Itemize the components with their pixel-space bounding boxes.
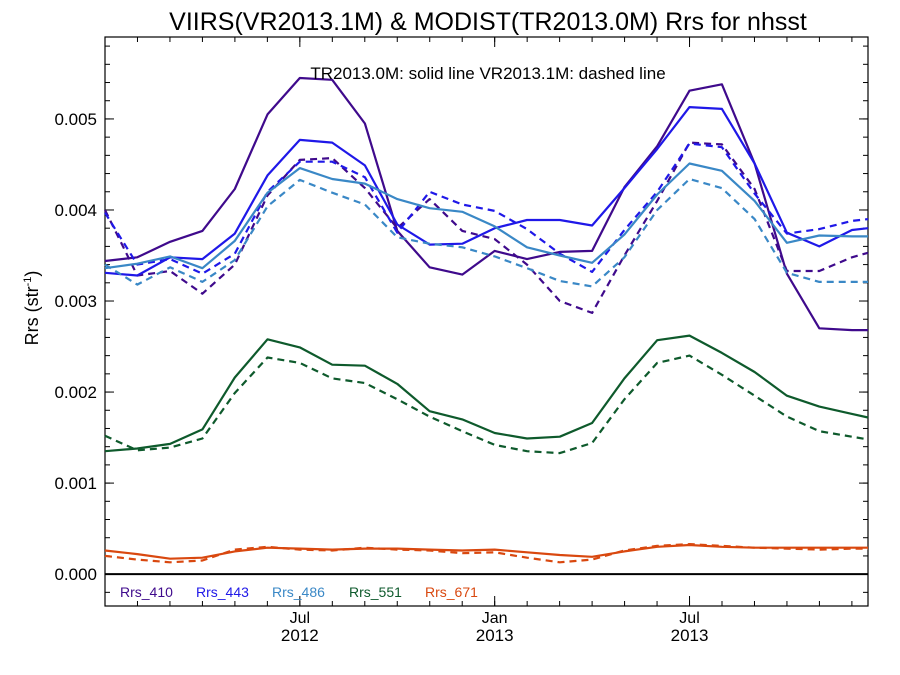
x-tick-month: Jan xyxy=(482,610,508,627)
plot-border xyxy=(104,36,869,607)
series-line-rrs-551-solid xyxy=(104,334,869,453)
x-tick-year: 2012 xyxy=(281,626,319,645)
legend-label-rrs-443: Rrs_443 xyxy=(196,584,249,600)
legend-label-rrs-671: Rrs_671 xyxy=(425,584,478,600)
y-axis-label-superscript: -1 xyxy=(22,277,34,287)
y-tick-label: 0.003 xyxy=(54,292,97,311)
chart-title: VIIRS(VR2013.1M) & MODIST(TR2013.0M) Rrs… xyxy=(169,8,807,36)
series-line-rrs-671-dashed xyxy=(104,542,868,564)
y-tick-label: 0.005 xyxy=(54,110,97,129)
legend-label-rrs-410: Rrs_410 xyxy=(120,584,173,600)
y-tick-label: 0.004 xyxy=(54,201,97,220)
series-line-rrs-551-dashed xyxy=(104,354,869,455)
y-axis-label-close: ) xyxy=(22,271,42,277)
y-tick-label: 0.002 xyxy=(54,383,97,402)
series-line-rrs-410-solid xyxy=(104,76,868,332)
y-tick-label: 0.001 xyxy=(54,474,97,493)
series-layer xyxy=(104,76,869,564)
x-tick-month: Jul xyxy=(679,610,699,627)
x-tick-year: 2013 xyxy=(671,626,709,645)
legend-label-rrs-551: Rrs_551 xyxy=(349,584,402,600)
x-tick-year: 2013 xyxy=(476,626,514,645)
y-axis-label: Rrs (str-1) xyxy=(22,271,42,346)
y-tick-label: 0.000 xyxy=(54,565,97,584)
series-line-rrs-443-dashed xyxy=(104,142,869,275)
y-axis: 0.000 0.001 0.002 0.003 0.004 0.005 xyxy=(54,45,868,593)
legend-label-rrs-486: Rrs_486 xyxy=(272,584,325,600)
series-line-rrs-410-dashed xyxy=(104,141,869,314)
plot-frame xyxy=(104,36,869,607)
y-axis-label-main: Rrs (str xyxy=(22,286,42,345)
legend: Rrs_410 Rrs_443 Rrs_486 Rrs_551 Rrs_671 xyxy=(120,584,478,600)
x-tick-month: Jul xyxy=(290,610,310,627)
series-line-rrs-486-dashed xyxy=(104,177,868,288)
line-style-annotation: TR2013.0M: solid line VR2013.1M: dashed … xyxy=(310,64,665,83)
series-line-rrs-443-solid xyxy=(104,105,869,277)
series-line-rrs-486-solid xyxy=(104,162,868,270)
